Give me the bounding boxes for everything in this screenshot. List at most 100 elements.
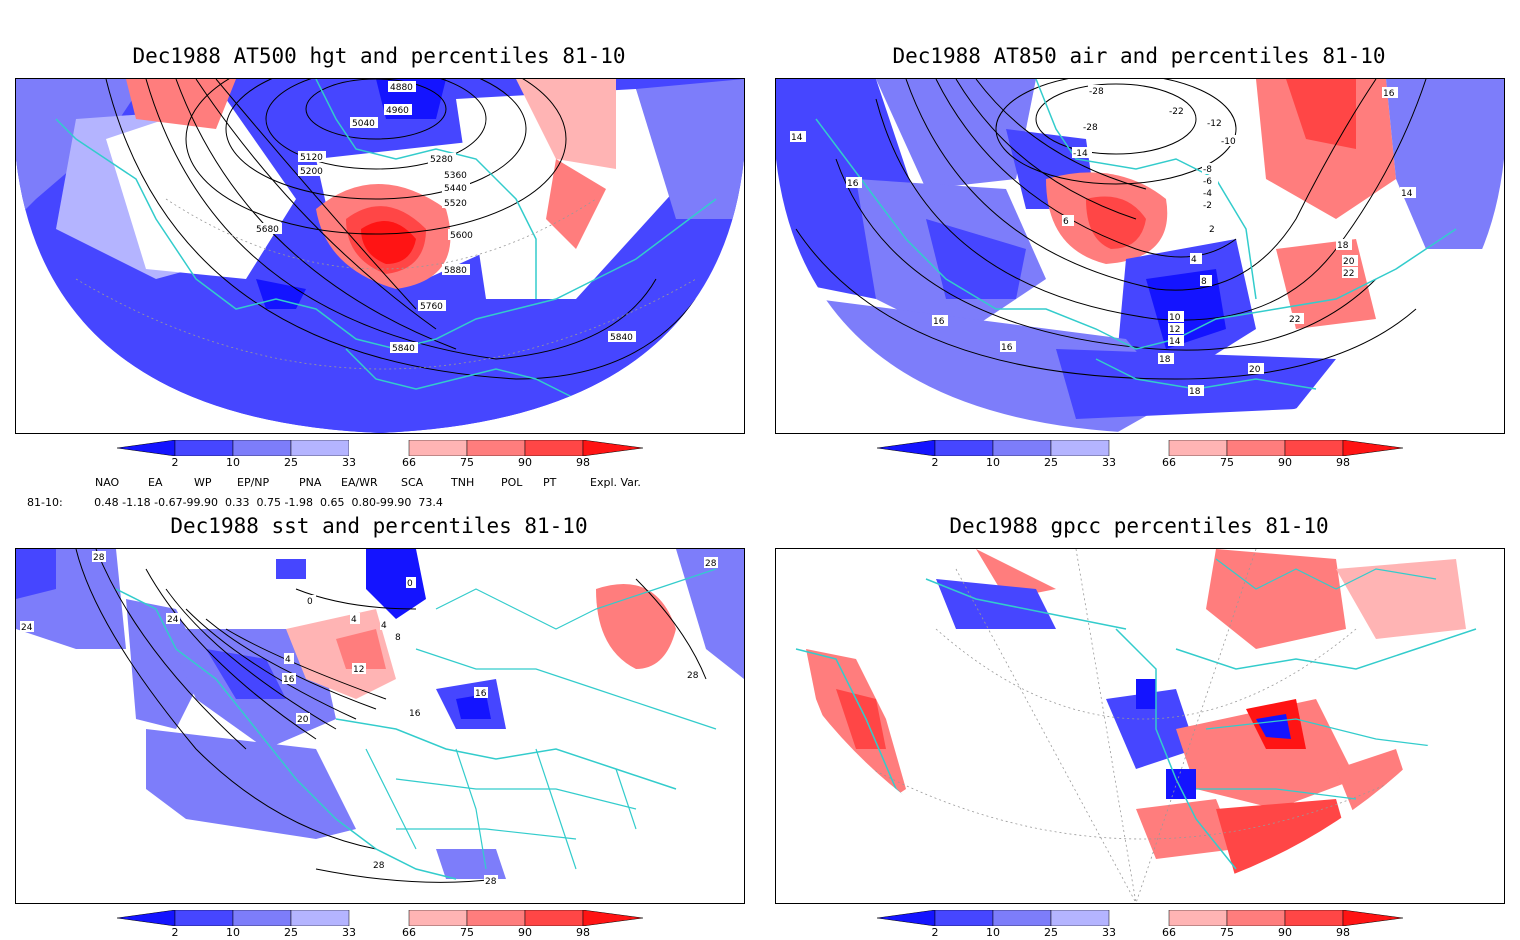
contour-label: 2 — [1208, 223, 1220, 235]
index-header: PT — [543, 476, 557, 489]
colorbar-label: 75 — [460, 926, 474, 939]
contour-label: 5760 — [418, 300, 446, 312]
contour-label: 28 — [372, 859, 386, 871]
svg-text:-2: -2 — [1203, 201, 1212, 211]
svg-text:5520: 5520 — [444, 199, 467, 209]
contour-label: 16 — [1000, 341, 1016, 353]
svg-text:-8: -8 — [1203, 165, 1212, 175]
colorbar-label: 66 — [402, 456, 416, 469]
svg-text:0: 0 — [307, 597, 313, 607]
svg-text:-14: -14 — [1073, 149, 1088, 159]
svg-text:4: 4 — [351, 615, 357, 625]
colorbar-label: 33 — [342, 926, 356, 939]
svg-text:16: 16 — [933, 317, 945, 327]
index-values-row: 81-10: 0.48 -1.18 -0.67-99.90 0.33 0.75 … — [27, 496, 443, 509]
svg-text:5760: 5760 — [420, 302, 443, 312]
index-header: Expl. Var. — [590, 476, 641, 489]
svg-text:14: 14 — [1401, 189, 1413, 199]
colorbar-label: 25 — [1044, 926, 1058, 939]
contour-label: 5040 — [350, 117, 378, 129]
contour-label: 8 — [1200, 275, 1212, 287]
contour-label: 24 — [20, 621, 34, 633]
contour-label: 12 — [1168, 323, 1184, 335]
colorbar-label: 25 — [284, 926, 298, 939]
contour-label: 0 — [306, 595, 316, 607]
svg-text:-28: -28 — [1089, 87, 1104, 97]
contour-label: 28 — [92, 551, 106, 563]
contour-label: 16 — [846, 177, 862, 189]
index-header: SCA — [401, 476, 424, 489]
svg-text:-6: -6 — [1203, 177, 1212, 187]
contour-label: 4960 — [384, 104, 412, 116]
colorbar-label: 90 — [1278, 926, 1292, 939]
svg-text:5120: 5120 — [300, 153, 323, 163]
svg-text:5680: 5680 — [256, 225, 279, 235]
colorbar-label: 90 — [518, 926, 532, 939]
svg-text:16: 16 — [1001, 343, 1013, 353]
svg-text:14: 14 — [1169, 337, 1181, 347]
contour-label: 16 — [408, 707, 426, 719]
colorbar-label: 2 — [931, 926, 939, 939]
contour-label: 16 — [932, 315, 948, 327]
svg-text:12: 12 — [1169, 325, 1180, 335]
panel-3-title: Dec1988 sst and percentiles 81-10 — [170, 514, 588, 538]
contour-label: 6 — [1062, 215, 1074, 227]
index-header: PNA — [299, 476, 322, 489]
contour-label: 5200 — [298, 165, 326, 177]
svg-text:8: 8 — [1201, 277, 1207, 287]
panel-4-map — [775, 548, 1505, 904]
contour-label: 4880 — [388, 81, 416, 93]
contour-label: 4 — [380, 619, 390, 631]
svg-text:16: 16 — [283, 675, 295, 685]
contour-label: 4 — [284, 653, 294, 665]
svg-text:0: 0 — [407, 579, 413, 589]
contour-label: 4 — [1190, 253, 1202, 265]
svg-text:28: 28 — [705, 559, 717, 569]
svg-text:8: 8 — [395, 633, 401, 643]
colorbar-label: 75 — [1220, 926, 1234, 939]
svg-text:12: 12 — [353, 665, 364, 675]
contour-label: 4 — [350, 613, 360, 625]
svg-text:4: 4 — [1191, 255, 1197, 265]
svg-text:5840: 5840 — [610, 333, 633, 343]
svg-text:18: 18 — [1189, 387, 1201, 397]
contour-label: 16 — [1382, 87, 1398, 99]
svg-text:16: 16 — [475, 689, 487, 699]
svg-text:28: 28 — [93, 553, 105, 563]
colorbar-2: 2 10 25 33 66 75 90 98 — [876, 439, 1404, 470]
svg-text:20: 20 — [297, 715, 309, 725]
colorbar-label: 33 — [1102, 926, 1116, 939]
panel-4-title: Dec1988 gpcc percentiles 81-10 — [949, 514, 1329, 538]
svg-text:-22: -22 — [1169, 107, 1184, 117]
svg-text:4: 4 — [285, 655, 291, 665]
svg-text:-12: -12 — [1207, 119, 1222, 129]
panel-1-map: 4880 4960 5040 5120 5200 5280 5360 5440 … — [15, 78, 745, 434]
colorbar-label: 66 — [1162, 926, 1176, 939]
svg-text:5880: 5880 — [444, 266, 467, 276]
colorbar-label: 90 — [518, 456, 532, 469]
svg-text:5040: 5040 — [352, 119, 375, 129]
contour-label: -14 — [1072, 147, 1092, 159]
colorbar-label: 25 — [1044, 456, 1058, 469]
contour-label: 14 — [1168, 335, 1184, 347]
contour-label: -28 — [1082, 121, 1102, 133]
contour-label: 22 — [1342, 267, 1358, 279]
contour-label: -8 — [1202, 163, 1218, 175]
colorbar-label: 33 — [1102, 456, 1116, 469]
contour-label: -28 — [1088, 85, 1108, 97]
colorbar-label: 33 — [342, 456, 356, 469]
svg-text:20: 20 — [1343, 257, 1355, 267]
contour-label: 5120 — [298, 151, 326, 163]
contour-label: 14 — [790, 131, 806, 143]
colorbar-label: 10 — [986, 456, 1000, 469]
svg-text:2: 2 — [1209, 225, 1215, 235]
contour-label: 22 — [1288, 313, 1304, 325]
svg-text:18: 18 — [1337, 241, 1349, 251]
colorbar-label: 10 — [986, 926, 1000, 939]
panel-2-title: Dec1988 AT850 air and percentiles 81-10 — [892, 44, 1386, 68]
index-header: POL — [501, 476, 523, 489]
svg-text:10: 10 — [1169, 313, 1181, 323]
index-header-row: NAO EA WP EP/NP PNA EA/WR SCA TNH POL PT… — [0, 476, 760, 490]
index-header: NAO — [95, 476, 120, 489]
svg-text:6: 6 — [1063, 217, 1069, 227]
